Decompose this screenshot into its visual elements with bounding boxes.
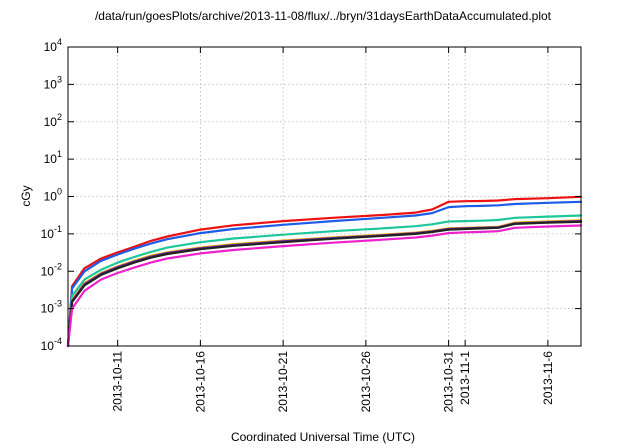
series-line-3 [66, 214, 583, 348]
x-tick-label: 2013-11-6 [541, 351, 555, 405]
x-tick-label: 2013-10-16 [193, 351, 207, 413]
y-tick-label: 10-3 [41, 299, 62, 316]
gridlines [68, 47, 581, 346]
y-tick-label: 101 [44, 149, 62, 166]
x-tick-label: 2013-10-31 [442, 351, 456, 413]
series-line-6 [66, 220, 583, 348]
chart-title: /data/run/goesPlots/archive/2013-11-08/f… [95, 9, 552, 23]
x-tick-label: 2013-10-26 [359, 351, 373, 413]
series-line-2 [66, 200, 583, 348]
series-line-1 [66, 195, 583, 348]
x-tick-label: 2013-10-11 [111, 351, 125, 412]
y-tick-label: 10-1 [41, 224, 62, 241]
y-axis-ticks: 10-4 10-3 10-2 10-1 100 101 102 103 104 [41, 37, 581, 353]
y-tick-label: 103 [44, 74, 62, 91]
x-tick-label: 2013-10-21 [276, 351, 290, 413]
x-axis-ticks: 2013-10-11 2013-10-16 2013-10-21 2013-10-26… [111, 47, 555, 412]
y-tick-label: 100 [44, 187, 62, 204]
x-axis-label: Coordinated Universal Time (UTC) [231, 430, 415, 444]
series-line-7 [66, 224, 583, 348]
y-tick-label: 102 [44, 112, 62, 129]
y-tick-label: 10-2 [41, 261, 62, 278]
y-tick-label: 10-4 [41, 336, 62, 353]
x-tick-label: 2013-11-1 [458, 351, 472, 405]
series-lines [66, 195, 583, 348]
y-tick-label: 104 [44, 37, 62, 54]
y-axis-label: cGy [19, 185, 33, 206]
